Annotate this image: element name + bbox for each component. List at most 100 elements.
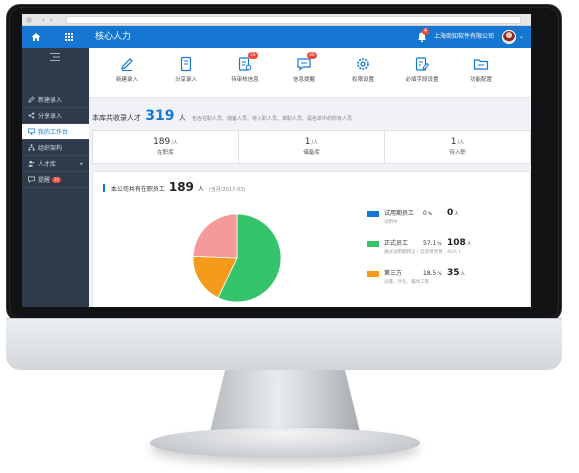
- monitor-chin: [6, 318, 562, 370]
- reminder-badge: 30: [52, 176, 62, 183]
- title-accent-bar: [103, 184, 105, 192]
- sidebar-item-label: 提醒: [38, 177, 51, 184]
- legend-percent-unit: %: [427, 212, 433, 217]
- sidebar-item-label: 新建录入: [38, 97, 63, 104]
- forward-arrow-icon[interactable]: ›: [50, 16, 53, 24]
- main-content: 新建录入 分享录入 31 待审核信息: [89, 48, 531, 307]
- quick-action-new-entry[interactable]: 新建录入: [101, 54, 153, 94]
- pie-slice-2[interactable]: [192, 213, 238, 259]
- summary-note: 包含在职人员、储备人员、待入职人员、离职人员、黑名单中的所有人员: [191, 116, 352, 122]
- legend-swatch: [367, 271, 379, 277]
- stat-reserve-pool[interactable]: 1/人 储备库: [239, 131, 385, 163]
- stat-label: 待入职: [449, 150, 466, 156]
- menu-toggle-icon[interactable]: [50, 53, 60, 61]
- chat-bubble-icon: 30: [296, 52, 317, 72]
- gear-icon: [355, 56, 371, 72]
- legend-count-unit: 人: [460, 272, 466, 277]
- panel-total: 189: [168, 180, 194, 194]
- legend-name: 正式员工: [384, 240, 409, 247]
- panel-title: 本公司共有在职员工 189 人 (当月/2017-03): [103, 180, 245, 197]
- panel-unit: 人: [197, 186, 204, 193]
- legend-count: 108人: [447, 237, 471, 251]
- pie-slice-1[interactable]: [192, 255, 238, 299]
- legend-percent-value: 18.5: [423, 270, 437, 277]
- stat-value: 1: [304, 137, 311, 147]
- monitor-stand-neck: [210, 370, 360, 432]
- quick-action-share-entry[interactable]: 分享录入: [160, 54, 212, 94]
- stat-unit: /人: [171, 140, 178, 146]
- stat-value: 189: [153, 137, 171, 147]
- legend-percent: 0%: [423, 209, 432, 220]
- stat-value: 1: [450, 137, 457, 147]
- avatar[interactable]: [502, 30, 516, 44]
- company-name[interactable]: 上海商知软件有限公司: [434, 33, 495, 40]
- stats-row: 189/人 在职库 1/人 储备库 1/人 待入职: [92, 130, 531, 164]
- home-icon: [31, 33, 41, 41]
- legend-subtext: 通过试用期转正 ( 信息待完善 : 40人 ): [384, 250, 461, 255]
- share-icon: [28, 112, 35, 119]
- summary-prefix: 本库共收录人才: [92, 114, 141, 122]
- people-icon: [28, 160, 35, 167]
- notification-badge: 4: [422, 28, 429, 35]
- quick-action-pending-review[interactable]: 31 待审核信息: [219, 52, 271, 94]
- chevron-right-icon: ▸: [80, 160, 83, 167]
- apps-grid-button[interactable]: [62, 26, 76, 48]
- legend-count-value: 0: [447, 208, 454, 218]
- stat-unit: /人: [457, 140, 465, 146]
- window-dot-icon[interactable]: [26, 17, 32, 23]
- quick-action-feature-config[interactable]: 功能配置: [455, 54, 507, 94]
- legend-count-value: 35: [447, 268, 460, 278]
- legend-count: 35人: [447, 267, 465, 281]
- sidebar-item-org-structure[interactable]: 组织架构: [22, 140, 89, 156]
- browser-toolbar: ‹ ›: [22, 14, 531, 26]
- back-arrow-icon[interactable]: ‹: [42, 16, 45, 24]
- legend-percent-unit: %: [437, 272, 442, 277]
- panel-date-note: (当月/2017-03): [208, 187, 246, 193]
- chart-legend: 试用期员工 0% 0人 试用中 正式员工 57.1% 108人 通过试用期转正 …: [367, 208, 527, 298]
- legend-item-probation[interactable]: 试用期员工 0% 0人 试用中: [367, 208, 527, 238]
- screen: ‹ › 核心人力 4 上海: [22, 14, 531, 307]
- quick-action-label: 功能配置: [469, 77, 492, 83]
- sidebar-item-label: 分享录入: [38, 113, 63, 120]
- sidebar-item-my-workbench[interactable]: 我的工作台: [22, 124, 89, 140]
- quick-action-label: 新建录入: [115, 77, 138, 83]
- folder-icon: [473, 56, 489, 72]
- legend-percent: 18.5%: [423, 269, 442, 280]
- sidebar-item-reminders[interactable]: 提醒 30: [22, 172, 89, 188]
- app-title: 核心人力: [95, 32, 132, 42]
- summary-total: 319: [145, 108, 175, 124]
- employee-chart-panel: 本公司共有在职员工 189 人 (当月/2017-03) 试用期员工 0% 0人…: [92, 171, 531, 307]
- chevron-down-icon[interactable]: ⌄: [519, 33, 525, 40]
- sidebar-item-new-entry[interactable]: 新建录入: [22, 92, 89, 108]
- quick-action-required-fields[interactable]: 必填字段设置: [396, 54, 448, 94]
- employee-pie-chart: [192, 213, 282, 303]
- monitor-stand-foot: [150, 428, 420, 458]
- legend-item-third-party[interactable]: 第三方 18.5% 35人 派遣、外包、临时工等: [367, 268, 527, 298]
- quick-action-label: 待审核信息: [231, 77, 259, 83]
- info-reminder-badge: 30: [307, 52, 317, 59]
- sidebar-item-share-entry[interactable]: 分享录入: [22, 108, 89, 124]
- sidebar-item-label: 人才库: [38, 161, 57, 168]
- quick-action-info-reminder[interactable]: 30 信息提醒: [278, 52, 330, 94]
- stat-label: 在职库: [157, 150, 174, 156]
- quick-action-permission-settings[interactable]: 权限设置: [337, 54, 389, 94]
- stat-active-pool[interactable]: 189/人 在职库: [93, 131, 239, 163]
- sidebar-item-talent-pool[interactable]: 人才库 ▸: [22, 156, 89, 172]
- legend-name: 试用期员工: [384, 210, 415, 217]
- quick-action-label: 必填字段设置: [405, 77, 439, 83]
- pencil-icon: [28, 96, 35, 103]
- legend-item-regular[interactable]: 正式员工 57.1% 108人 通过试用期转正 ( 信息待完善 : 40人 ): [367, 238, 527, 268]
- home-button[interactable]: [22, 26, 50, 48]
- org-chart-icon: [28, 144, 35, 151]
- legend-count-unit: 人: [466, 242, 472, 247]
- stat-pending-onboard[interactable]: 1/人 待入职: [385, 131, 530, 163]
- address-bar[interactable]: [66, 16, 521, 24]
- legend-count: 0人: [447, 207, 459, 221]
- talent-summary: 本库共收录人才 319 人 包含在职人员、储备人员、待入职人员、离职人员、黑名单…: [92, 108, 352, 127]
- sidebar-item-label: 组织架构: [38, 145, 63, 152]
- pie-slice-0[interactable]: [217, 213, 282, 303]
- sidebar: 新建录入 分享录入 我的工作台 组织架构 人才库 ▸ 提醒: [22, 48, 89, 307]
- legend-count-unit: 人: [454, 212, 459, 217]
- audit-doc-icon: 31: [237, 52, 258, 72]
- legend-count-value: 108: [447, 238, 466, 248]
